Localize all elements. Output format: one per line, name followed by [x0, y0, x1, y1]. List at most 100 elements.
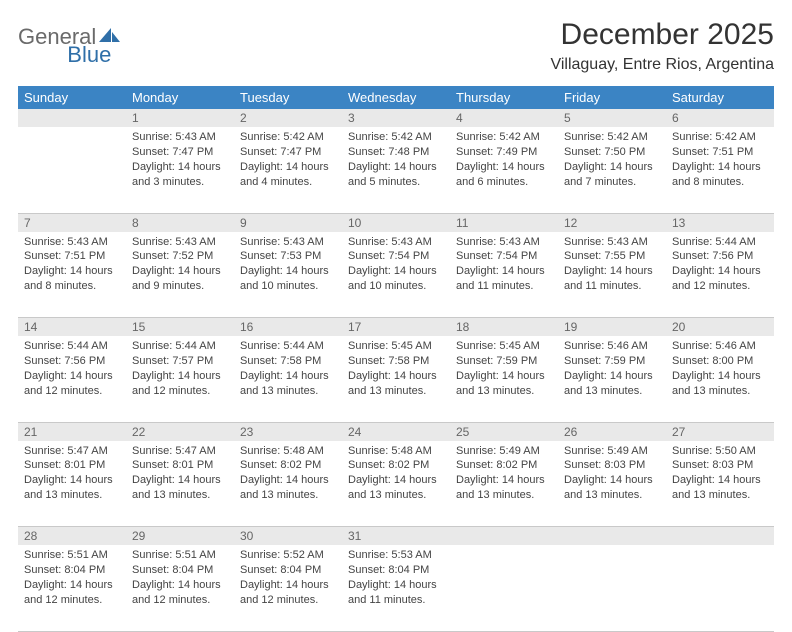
day-line: Daylight: 14 hours [240, 473, 336, 488]
day-line: Sunrise: 5:42 AM [348, 130, 444, 145]
day-line: Sunrise: 5:51 AM [132, 548, 228, 563]
day-line: and 12 minutes. [240, 593, 336, 608]
day-cell: Sunrise: 5:42 AMSunset: 7:48 PMDaylight:… [342, 127, 450, 213]
day-line: Daylight: 14 hours [240, 264, 336, 279]
day-line: and 11 minutes. [564, 279, 660, 294]
day-line: Sunset: 8:01 PM [132, 458, 228, 473]
day-cell-body: Sunrise: 5:49 AMSunset: 8:03 PMDaylight:… [558, 441, 666, 509]
day-line: Sunrise: 5:51 AM [24, 548, 120, 563]
day-cell: Sunrise: 5:51 AMSunset: 8:04 PMDaylight:… [18, 545, 126, 631]
day-line: Sunrise: 5:43 AM [132, 130, 228, 145]
day-number-cell: 4 [450, 109, 558, 127]
day-cell-body: Sunrise: 5:53 AMSunset: 8:04 PMDaylight:… [342, 545, 450, 613]
day-cell-body: Sunrise: 5:48 AMSunset: 8:02 PMDaylight:… [234, 441, 342, 509]
day-cell-body [666, 545, 774, 554]
day-cell-body: Sunrise: 5:48 AMSunset: 8:02 PMDaylight:… [342, 441, 450, 509]
day-line: Sunset: 7:53 PM [240, 249, 336, 264]
day-line: Sunrise: 5:44 AM [240, 339, 336, 354]
day-line: and 13 minutes. [564, 384, 660, 399]
day-line: Daylight: 14 hours [132, 264, 228, 279]
day-line: Sunrise: 5:43 AM [564, 235, 660, 250]
day-line: and 12 minutes. [132, 593, 228, 608]
day-line: Sunset: 7:59 PM [456, 354, 552, 369]
day-line: Sunrise: 5:43 AM [24, 235, 120, 250]
day-cell-body: Sunrise: 5:43 AMSunset: 7:53 PMDaylight:… [234, 232, 342, 300]
day-line: Sunrise: 5:52 AM [240, 548, 336, 563]
day-cell-body: Sunrise: 5:46 AMSunset: 8:00 PMDaylight:… [666, 336, 774, 404]
day-line: Sunset: 7:51 PM [672, 145, 768, 160]
day-line: Sunset: 8:04 PM [348, 563, 444, 578]
day-line: and 6 minutes. [456, 175, 552, 190]
day-line: and 12 minutes. [672, 279, 768, 294]
day-number-cell: 8 [126, 213, 234, 232]
day-cell-body: Sunrise: 5:47 AMSunset: 8:01 PMDaylight:… [18, 441, 126, 509]
day-line: and 10 minutes. [240, 279, 336, 294]
day-number-cell [18, 109, 126, 127]
day-number-cell: 3 [342, 109, 450, 127]
day-cell: Sunrise: 5:44 AMSunset: 7:57 PMDaylight:… [126, 336, 234, 422]
day-number-cell: 5 [558, 109, 666, 127]
day-number-row: 14151617181920 [18, 318, 774, 337]
day-cell [666, 545, 774, 631]
day-line: Sunrise: 5:43 AM [348, 235, 444, 250]
day-line: Sunrise: 5:47 AM [24, 444, 120, 459]
weekday-header-row: Sunday Monday Tuesday Wednesday Thursday… [18, 86, 774, 109]
day-line: Daylight: 14 hours [672, 369, 768, 384]
day-line: Daylight: 14 hours [456, 369, 552, 384]
day-line: Sunrise: 5:44 AM [24, 339, 120, 354]
day-cell-body [450, 545, 558, 554]
location-text: Villaguay, Entre Rios, Argentina [550, 56, 774, 74]
day-line: Sunrise: 5:42 AM [456, 130, 552, 145]
day-number-cell: 30 [234, 527, 342, 546]
day-line: Sunset: 7:49 PM [456, 145, 552, 160]
day-line: Sunrise: 5:47 AM [132, 444, 228, 459]
day-line: Sunset: 7:48 PM [348, 145, 444, 160]
day-content-row: Sunrise: 5:51 AMSunset: 8:04 PMDaylight:… [18, 545, 774, 631]
day-cell: Sunrise: 5:42 AMSunset: 7:50 PMDaylight:… [558, 127, 666, 213]
day-cell-body: Sunrise: 5:47 AMSunset: 8:01 PMDaylight:… [126, 441, 234, 509]
day-cell: Sunrise: 5:46 AMSunset: 8:00 PMDaylight:… [666, 336, 774, 422]
day-number-row: 78910111213 [18, 213, 774, 232]
day-cell-body: Sunrise: 5:42 AMSunset: 7:49 PMDaylight:… [450, 127, 558, 195]
day-line: and 12 minutes. [132, 384, 228, 399]
day-cell: Sunrise: 5:49 AMSunset: 8:03 PMDaylight:… [558, 441, 666, 527]
day-cell-body: Sunrise: 5:51 AMSunset: 8:04 PMDaylight:… [126, 545, 234, 613]
day-line: and 7 minutes. [564, 175, 660, 190]
day-number-cell: 27 [666, 422, 774, 441]
day-line: Daylight: 14 hours [132, 369, 228, 384]
day-number-cell: 24 [342, 422, 450, 441]
day-line: Sunset: 8:02 PM [456, 458, 552, 473]
weekday-header: Wednesday [342, 86, 450, 109]
day-number-cell: 25 [450, 422, 558, 441]
day-line: Daylight: 14 hours [564, 473, 660, 488]
day-cell-body: Sunrise: 5:51 AMSunset: 8:04 PMDaylight:… [18, 545, 126, 613]
day-line: and 13 minutes. [456, 488, 552, 503]
day-number-cell: 7 [18, 213, 126, 232]
day-line: and 13 minutes. [132, 488, 228, 503]
day-line: and 8 minutes. [24, 279, 120, 294]
day-number-cell: 17 [342, 318, 450, 337]
day-line: Sunset: 7:58 PM [240, 354, 336, 369]
day-cell-body: Sunrise: 5:46 AMSunset: 7:59 PMDaylight:… [558, 336, 666, 404]
day-cell-body: Sunrise: 5:42 AMSunset: 7:48 PMDaylight:… [342, 127, 450, 195]
day-line: Daylight: 14 hours [24, 578, 120, 593]
day-cell: Sunrise: 5:50 AMSunset: 8:03 PMDaylight:… [666, 441, 774, 527]
day-line: Sunset: 7:51 PM [24, 249, 120, 264]
day-line: Sunset: 7:58 PM [348, 354, 444, 369]
day-number-cell: 9 [234, 213, 342, 232]
day-number-cell: 10 [342, 213, 450, 232]
day-line: Daylight: 14 hours [348, 473, 444, 488]
day-line: and 13 minutes. [240, 384, 336, 399]
day-cell: Sunrise: 5:45 AMSunset: 7:59 PMDaylight:… [450, 336, 558, 422]
day-line: Sunset: 7:59 PM [564, 354, 660, 369]
day-line: Sunset: 7:57 PM [132, 354, 228, 369]
day-number-cell: 15 [126, 318, 234, 337]
day-content-row: Sunrise: 5:43 AMSunset: 7:47 PMDaylight:… [18, 127, 774, 213]
day-number-cell: 26 [558, 422, 666, 441]
day-cell [450, 545, 558, 631]
day-cell: Sunrise: 5:46 AMSunset: 7:59 PMDaylight:… [558, 336, 666, 422]
day-number-cell: 18 [450, 318, 558, 337]
day-line: and 12 minutes. [24, 593, 120, 608]
day-line: Sunset: 8:04 PM [132, 563, 228, 578]
day-line: and 13 minutes. [672, 384, 768, 399]
